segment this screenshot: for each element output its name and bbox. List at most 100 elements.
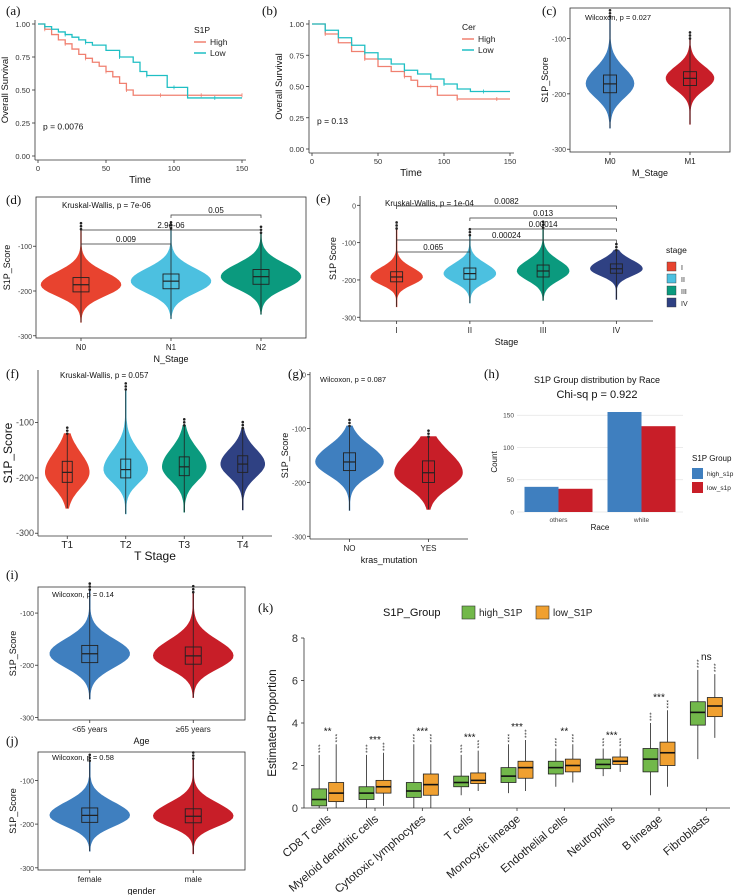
legend-label-low_s1p: low_s1p (707, 485, 731, 492)
comparison-bracket (396, 251, 471, 255)
y-tick-label: -100 (16, 418, 34, 428)
y-tick-label: 0 (292, 803, 298, 815)
box-low_S1P (659, 741, 676, 766)
y-axis-title: S1P_Score (8, 788, 18, 834)
x-tick-label: YES (420, 544, 436, 553)
box-high_S1P (405, 782, 422, 798)
y-tick-label: -100 (20, 778, 34, 785)
y-axis-title: S1P_Score (1, 422, 15, 483)
x-tick-label: 50 (374, 157, 382, 166)
box-low_S1P (470, 772, 487, 784)
box-low_S1P (517, 760, 534, 779)
significance-label: *** (511, 722, 523, 733)
x-tick-label: N1 (166, 343, 177, 352)
comparison-bracket (469, 217, 617, 221)
outlier-point (88, 753, 92, 757)
y-tick-label: -100 (342, 241, 356, 248)
outlier-marker: * (602, 745, 605, 751)
plot-frame (37, 586, 246, 721)
outlier-marker: * (524, 733, 527, 739)
x-tick-label: 0 (310, 157, 314, 166)
outlier-point (79, 224, 83, 228)
y-tick-label: -100 (18, 244, 32, 251)
outlier-marker: * (619, 742, 622, 748)
x-axis-title: N_Stage (153, 354, 188, 364)
outlier-marker: * (382, 743, 385, 749)
comparison-pvalue: 0.00014 (529, 220, 558, 229)
x-tick-label: 0 (36, 164, 40, 173)
significance-label: ns (701, 652, 712, 663)
panel-label-b: (b) (262, 3, 277, 18)
violin-panel-i: -100 -200 -300 <65 years ≥65 years Age S1P_Sco… (8, 582, 246, 746)
outlier-point (88, 588, 92, 591)
legend-swatch-low_s1p (692, 482, 703, 493)
outlier-marker: * (555, 739, 558, 745)
x-tick-label: 150 (504, 157, 517, 166)
outlier-marker: * (602, 739, 605, 745)
y-tick-label: 0.50 (289, 83, 304, 92)
legend-swatch-II (666, 273, 677, 284)
x-tick-label: T4 (237, 540, 249, 551)
y-axis-title: Overall Survival (274, 53, 285, 120)
x-tick-label: IV (613, 326, 621, 335)
y-tick-label: -100 (292, 427, 306, 434)
outlier-marker: * (507, 734, 510, 740)
outlier-point (395, 224, 398, 227)
y-tick-label: -300 (552, 147, 566, 154)
comparison-pvalue: 0.00024 (492, 231, 521, 240)
x-tick-label: male (185, 875, 203, 884)
panel-label-f: (f) (6, 366, 19, 381)
outlier-marker: * (507, 737, 510, 743)
comparison-bracket (80, 229, 262, 233)
outlier-marker: * (572, 737, 575, 743)
y-tick-label: -200 (16, 473, 34, 483)
outlier-marker: * (524, 730, 527, 736)
violin-panel-j: -100 -200 -300 female male gender S1P_Score Wil… (8, 751, 246, 895)
legend-label-I: I (681, 265, 683, 272)
y-tick-label: -100 (552, 36, 566, 43)
comparison-bracket (170, 214, 262, 218)
outlier-point (124, 388, 128, 391)
outlier-point (65, 429, 69, 432)
comparison-pvalue: 0.013 (533, 209, 554, 218)
y-tick-label: 0.75 (289, 51, 304, 60)
y-tick-label: 0.75 (15, 53, 30, 62)
outlier-marker: * (413, 734, 416, 740)
y-tick-label: -300 (16, 528, 34, 538)
y-axis-title: Count (490, 451, 499, 473)
outlier-marker: * (619, 745, 622, 751)
panel-label-e: (e) (316, 191, 330, 206)
chart-title: S1P Group distribution by Race (534, 375, 660, 385)
box-high_S1P (311, 788, 328, 807)
outlier-marker: * (430, 740, 433, 746)
y-tick-label: 0.00 (289, 145, 304, 154)
x-tick-label: N2 (256, 343, 267, 352)
comparison-bracket (396, 239, 617, 243)
outlier-marker: * (649, 719, 652, 725)
x-tick-label: N0 (76, 343, 87, 352)
box-low_S1P (706, 697, 723, 718)
outlier-point (348, 424, 351, 428)
box-high_S1P (689, 701, 706, 726)
km-curve-low (38, 23, 242, 99)
legend-label-high: High (210, 37, 228, 47)
outlier-point (191, 590, 195, 594)
legend-swatch-high_S1P (461, 605, 476, 620)
x-tick-label: 50 (102, 164, 110, 173)
outlier-point (169, 224, 173, 227)
violin-panel-c: -100 -200 -300 M0 M1 M_Stage S1P_Score Wilcoxon… (540, 7, 731, 178)
outlier-marker: * (365, 745, 368, 751)
boxplot-panel-k: 0 2 4 6 8 Estimated Proportion S1P_Group high_S… (267, 605, 730, 895)
outlier-marker: * (572, 740, 575, 746)
outlier-point (88, 582, 92, 585)
outlier-point (65, 432, 69, 435)
outlier-point (427, 432, 430, 435)
outlier-point (65, 426, 69, 429)
outlier-point (88, 585, 92, 588)
y-tick-label: 2 (292, 761, 298, 773)
outlier-point (88, 756, 92, 760)
outlier-marker: * (649, 713, 652, 719)
y-tick-label: -300 (20, 866, 34, 873)
